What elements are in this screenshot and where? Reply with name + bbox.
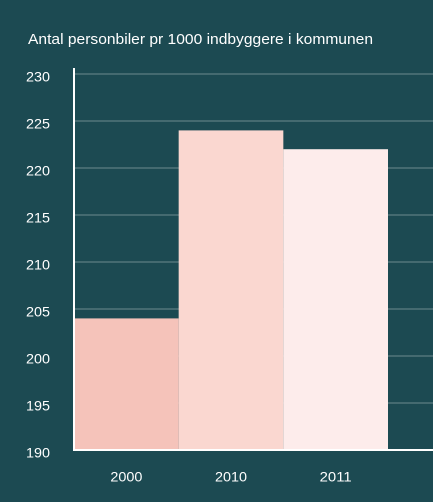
- bar: [283, 149, 388, 450]
- y-tick-label: 190: [26, 445, 50, 461]
- x-tick-label: 2011: [320, 469, 352, 485]
- y-tick-label: 210: [26, 257, 50, 273]
- y-tick-label: 195: [26, 398, 50, 414]
- y-tick-label: 225: [26, 116, 50, 132]
- x-tick-label: 2000: [110, 469, 142, 485]
- y-tick-label: 220: [26, 163, 50, 179]
- x-tick-label: 2010: [215, 469, 247, 485]
- y-tick-label: 230: [26, 69, 50, 85]
- chart-title: Antal personbiler pr 1000 indbyggere i k…: [28, 31, 373, 48]
- y-tick-label: 215: [26, 210, 50, 226]
- bar: [74, 318, 179, 450]
- y-tick-label: 200: [26, 351, 50, 367]
- bar: [178, 130, 284, 450]
- y-tick-label: 205: [26, 304, 50, 320]
